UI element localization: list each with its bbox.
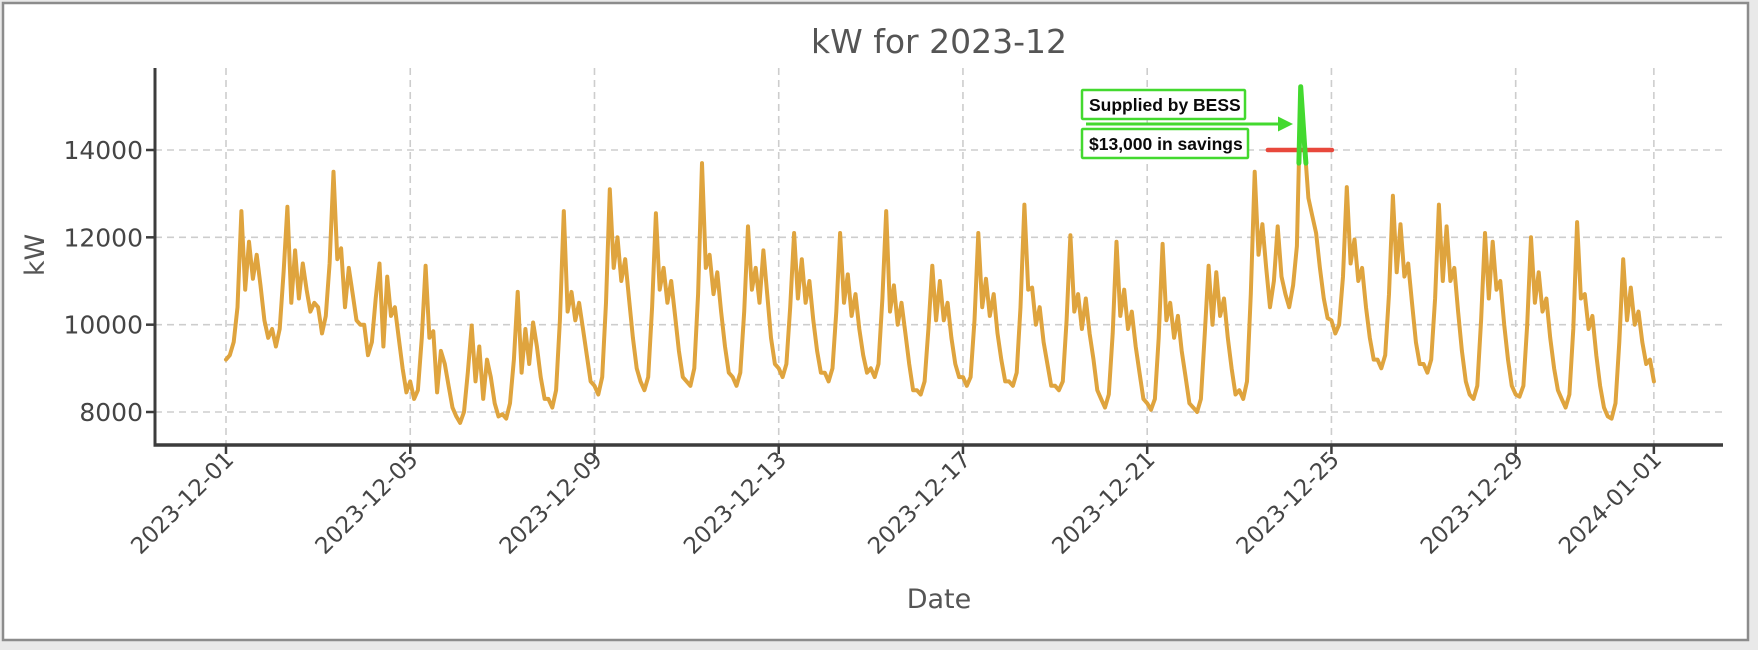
chart-title: kW for 2023-12 <box>811 22 1067 61</box>
y-tick-label: 12000 <box>63 223 143 252</box>
y-axis-label: kW <box>20 234 51 276</box>
kw-demand-line <box>224 84 1656 425</box>
bess-annotation-group: Supplied by BESS $13,000 in savings <box>1080 88 1293 160</box>
y-tick-labels: 8000 10000 12000 14000 <box>63 136 143 427</box>
annotation-arrowhead-icon <box>1278 116 1293 132</box>
annotation-text-bess: Supplied by BESS <box>1089 95 1241 115</box>
data-series <box>224 84 1656 425</box>
axes-spines-ticks <box>146 68 1723 454</box>
x-axis-label: Date <box>907 584 972 615</box>
y-tick-label: 14000 <box>63 136 143 165</box>
annotation-text-savings: $13,000 in savings <box>1089 134 1243 154</box>
bess-supplied-line <box>1296 84 1309 166</box>
y-tick-label: 8000 <box>79 398 143 427</box>
annotation-box-bess <box>1080 88 1247 121</box>
annotation-box-savings <box>1080 127 1250 160</box>
y-tick-label: 10000 <box>63 311 143 340</box>
